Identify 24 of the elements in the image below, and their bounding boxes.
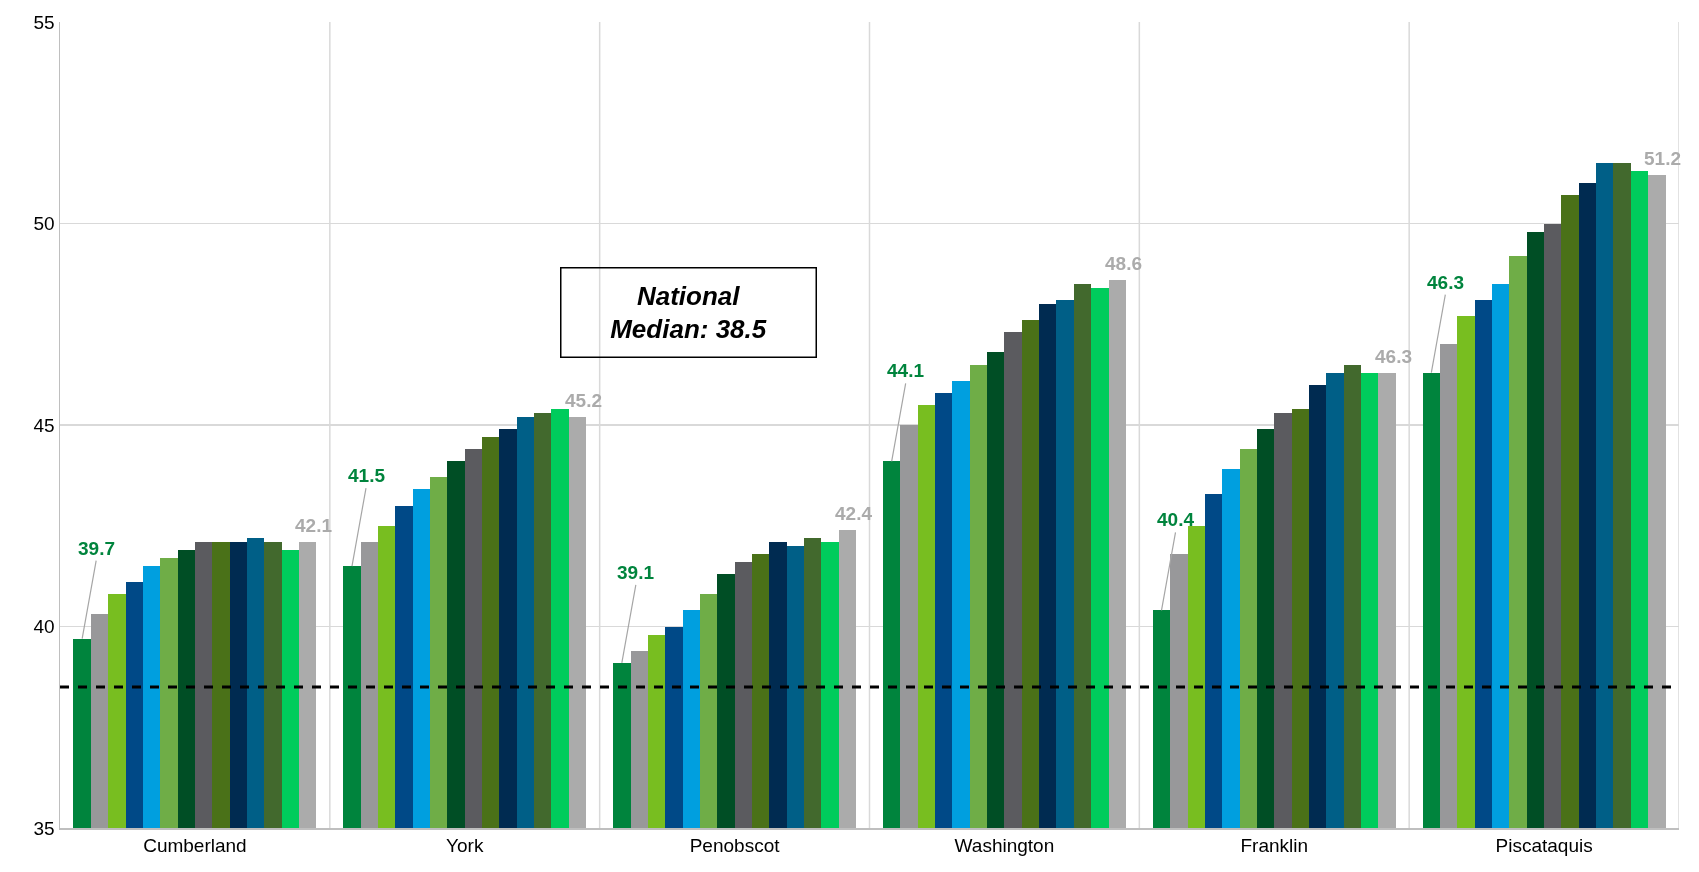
y-tick-label: 40 bbox=[33, 616, 55, 638]
data-label: 41.5 bbox=[348, 465, 386, 486]
data-label: 39.7 bbox=[78, 538, 115, 559]
data-label: 39.1 bbox=[617, 562, 655, 583]
data-label: 46.3 bbox=[1375, 346, 1412, 367]
x-tick-label: Piscataquis bbox=[1495, 835, 1593, 857]
y-tick-label: 55 bbox=[33, 11, 55, 33]
data-label: 45.2 bbox=[565, 390, 602, 411]
data-label: 44.1 bbox=[887, 360, 925, 381]
data-label: 51.2 bbox=[1644, 148, 1681, 169]
y-tick-label: 50 bbox=[33, 213, 55, 235]
data-label: 46.3 bbox=[1427, 272, 1464, 293]
y-tick-label: 45 bbox=[33, 414, 55, 436]
x-tick-label: York bbox=[446, 835, 484, 857]
ref-line-label: National Median: 38.5 bbox=[610, 280, 767, 345]
x-tick-label: Penobscot bbox=[689, 835, 781, 857]
data-label: 40.4 bbox=[1157, 509, 1195, 530]
y-tick-label: 35 bbox=[33, 817, 55, 839]
x-tick-label: Cumberland bbox=[143, 835, 247, 857]
x-tick-label: Washington bbox=[954, 835, 1055, 857]
x-tick-label: Franklin bbox=[1240, 835, 1309, 857]
data-label: 42.4 bbox=[835, 503, 873, 524]
data-label: 48.6 bbox=[1105, 253, 1142, 274]
data-label: 42.1 bbox=[295, 515, 333, 536]
